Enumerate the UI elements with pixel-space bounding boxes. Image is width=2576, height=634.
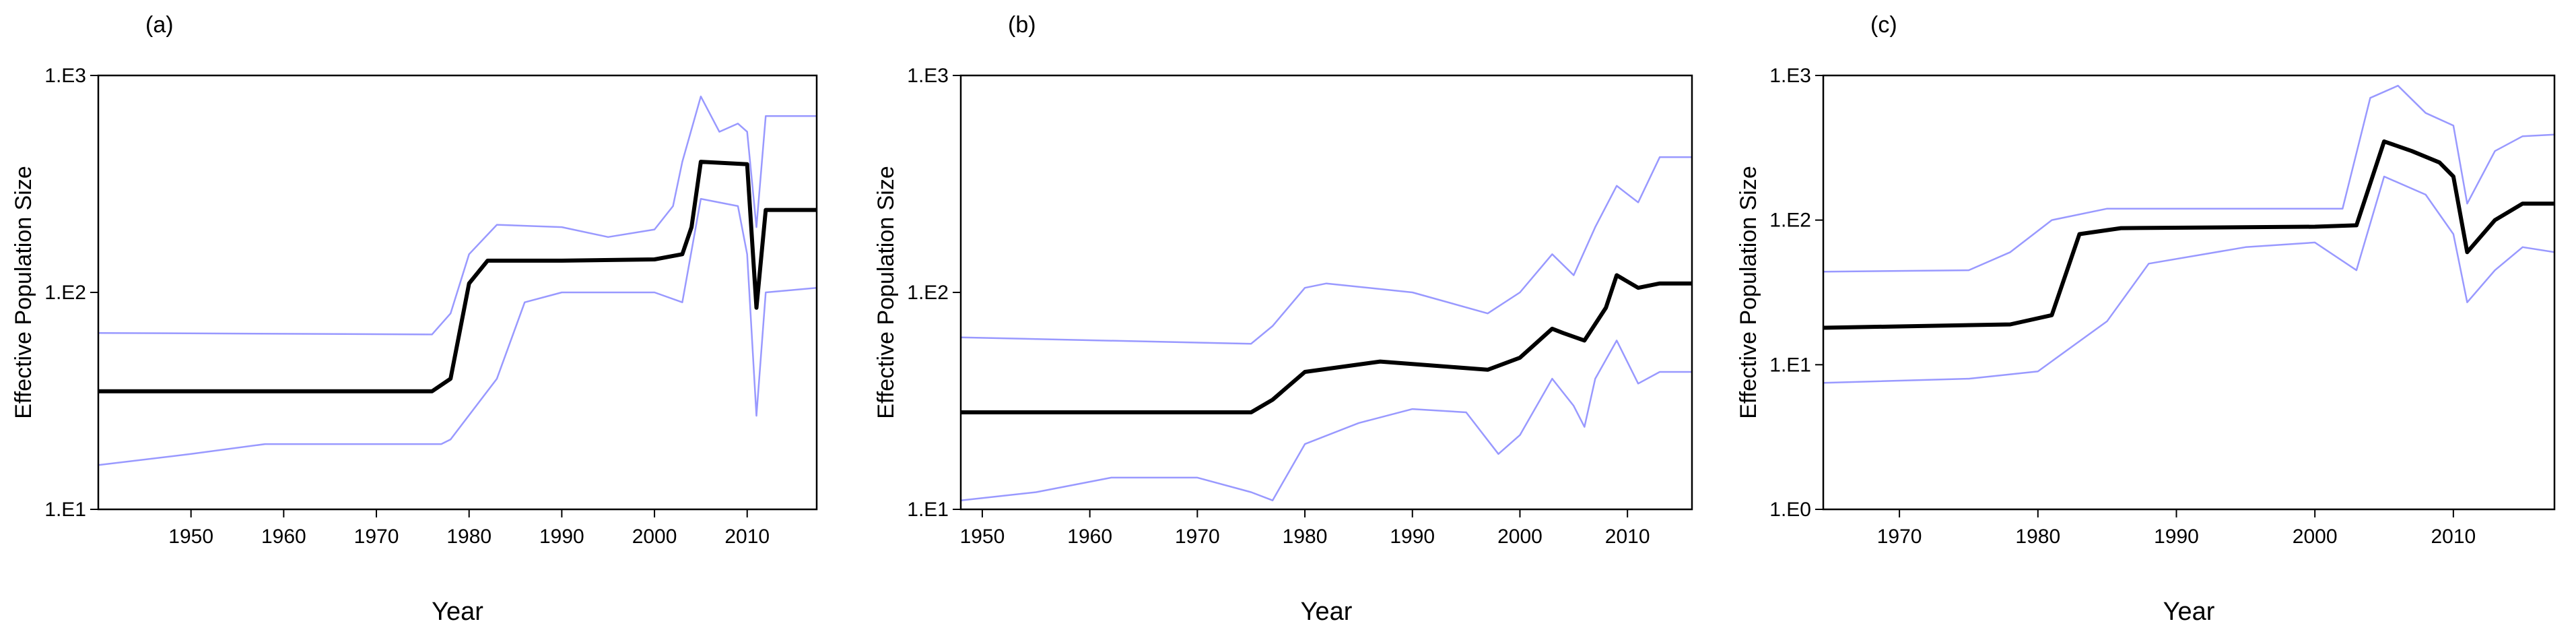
x-axis-label: Year xyxy=(432,598,483,626)
x-tick-label: 1950 xyxy=(168,526,213,548)
hpd-line xyxy=(1823,175,2554,384)
x-tick-label: 1970 xyxy=(1175,526,1220,548)
plot-frame xyxy=(959,74,1693,511)
y-tick-label: 1.E1 xyxy=(907,499,949,521)
panel-label: (b) xyxy=(1008,12,1036,38)
x-tick-label: 1970 xyxy=(1877,526,1922,548)
panel-label: (c) xyxy=(1870,12,1897,38)
x-tick-label: 2010 xyxy=(1605,526,1650,548)
x-tick-label: 1950 xyxy=(960,526,1005,548)
y-tick-label: 1.E2 xyxy=(1769,210,1811,232)
x-tick-label: 1980 xyxy=(446,526,492,548)
hpd-line xyxy=(961,156,1692,345)
y-tick-label: 1.E3 xyxy=(1769,65,1811,87)
x-tick-label: 1960 xyxy=(261,526,306,548)
y-tick-label: 1.E2 xyxy=(44,282,86,304)
x-tick-label: 1990 xyxy=(2154,526,2199,548)
y-tick-label: 1.E2 xyxy=(907,282,949,304)
x-tick-label: 1970 xyxy=(354,526,399,548)
y-axis-label: Effective Population Size xyxy=(873,166,899,419)
hpd-line xyxy=(98,95,817,336)
x-tick-label: 2000 xyxy=(1497,526,1543,548)
hpd-line xyxy=(98,197,817,466)
y-tick-label: 1.E1 xyxy=(1769,354,1811,376)
x-tick-label: 1980 xyxy=(1283,526,1328,548)
x-tick-label: 2010 xyxy=(2431,526,2476,548)
y-tick-label: 1.E1 xyxy=(44,499,86,521)
y-tick-label: 1.E3 xyxy=(44,65,86,87)
x-tick-label: 2000 xyxy=(632,526,677,548)
plot-frame xyxy=(1822,74,2556,511)
y-tick-label: 1.E3 xyxy=(907,65,949,87)
median-line xyxy=(98,160,817,393)
median-line xyxy=(1823,139,2554,330)
panel-label: (a) xyxy=(145,12,174,38)
x-axis-label: Year xyxy=(2163,598,2215,626)
x-tick-label: 2010 xyxy=(724,526,770,548)
plot-frame xyxy=(97,74,818,511)
x-tick-label: 1980 xyxy=(2015,526,2060,548)
x-axis-label: Year xyxy=(1301,598,1353,626)
x-tick-label: 2000 xyxy=(2293,526,2338,548)
y-axis-label: Effective Population Size xyxy=(11,166,36,419)
hpd-line xyxy=(961,340,1692,501)
x-tick-label: 1990 xyxy=(539,526,584,548)
x-tick-label: 1960 xyxy=(1067,526,1112,548)
hpd-line xyxy=(1823,84,2554,273)
x-tick-label: 1990 xyxy=(1390,526,1435,548)
y-tick-label: 1.E0 xyxy=(1769,499,1811,521)
y-axis-label: Effective Population Size xyxy=(1736,166,1761,419)
median-line xyxy=(961,273,1692,414)
